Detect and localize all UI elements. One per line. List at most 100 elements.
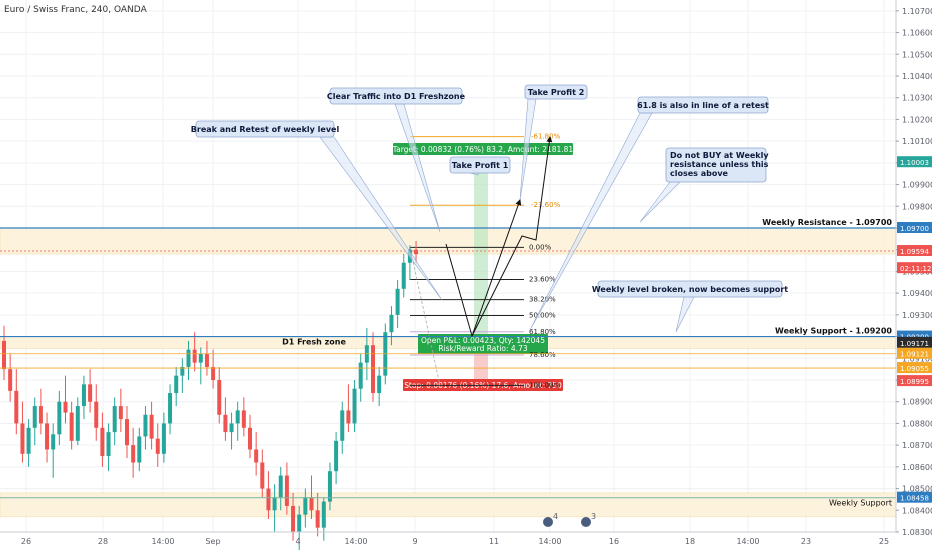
x-tick-label: 11	[489, 537, 499, 546]
callout-box[interactable]	[597, 280, 783, 298]
callout-text: Weekly level broken, now becomes support	[592, 285, 788, 294]
x-tick-label: Sep	[205, 537, 220, 546]
y-tick-label: 1.10400	[902, 72, 932, 81]
pnl-label: Open P&L: 0.00423, Qty: 142045	[421, 336, 545, 345]
level-label: Weekly Support - 1.09200	[775, 327, 892, 336]
price-badge-label: 1.10003	[900, 159, 929, 167]
candle-body	[100, 427, 105, 456]
candle-body	[229, 423, 234, 433]
callout-box[interactable]	[329, 87, 463, 105]
candle-body	[272, 497, 277, 511]
callout-box[interactable]	[665, 147, 767, 183]
callout-pointer	[394, 103, 441, 233]
candle-body	[63, 401, 68, 413]
callout-text: 61.8 is also in line of a retest	[637, 101, 769, 110]
candle-body	[38, 406, 43, 424]
target-area	[474, 162, 488, 343]
x-tick-label: 14:00	[344, 537, 367, 546]
chart-title: Euro / Swiss Franc, 240, OANDA	[4, 5, 148, 15]
fib-label: 50.00%	[529, 312, 556, 320]
price-badge	[897, 362, 932, 374]
price-badge	[897, 375, 932, 387]
candle-body	[334, 440, 339, 472]
candle-body	[352, 388, 357, 424]
candle-body	[155, 438, 160, 454]
price-badge	[897, 222, 932, 233]
candle-body	[401, 262, 406, 289]
y-tick-label: 1.10600	[902, 29, 932, 38]
event-marker-icon[interactable]	[543, 517, 553, 527]
candle-body	[161, 423, 166, 454]
candle-body	[94, 401, 99, 428]
callout-text: Take Profit 1	[452, 161, 509, 170]
x-tick-label: 25	[879, 537, 889, 546]
candle-body	[278, 475, 283, 498]
candle-body	[81, 384, 86, 407]
candle-body	[389, 314, 394, 333]
callouts[interactable]: Clear Traffic into D1 Freshzone Take Prof…	[191, 84, 789, 333]
y-tick-label: 1.08500	[902, 485, 932, 494]
candle-body	[26, 427, 31, 454]
candle-body	[211, 366, 216, 380]
candle-body	[340, 410, 345, 441]
pnl-label-bg	[418, 334, 548, 354]
horizontal-levels[interactable]: Weekly Resistance - 1.09700 Weekly Suppor…	[0, 218, 896, 508]
candle-body	[186, 349, 191, 367]
candle-body	[14, 390, 19, 424]
time-axis[interactable]: 26 28 14:00 Sep 4 14:00 9 11 14:00 16 18 14:00 23 25	[0, 531, 896, 546]
price-axis[interactable]: 1.10700 1.10600 1.10500 1.10400 1.10300 1.102…	[895, 0, 932, 550]
candle-body	[198, 353, 203, 363]
price-badge-label: 1.08995	[900, 378, 929, 386]
candle-body	[180, 366, 185, 376]
callout-text-line: resistance unless this	[670, 160, 769, 169]
candle-body	[149, 414, 154, 439]
candle-body	[106, 432, 111, 456]
candle-body	[2, 340, 6, 370]
callout-box[interactable]	[637, 96, 769, 114]
price-badge	[897, 156, 932, 168]
price-badge	[897, 330, 932, 342]
fib-trend-line	[409, 247, 441, 386]
price-badge-label: 1.09055	[900, 365, 929, 373]
fib-label: 61.80%	[529, 328, 556, 336]
x-tick-label: 9	[412, 537, 417, 546]
candle-body	[20, 423, 25, 454]
candle-body	[235, 410, 240, 424]
zone-rect	[0, 492, 897, 518]
candle-body	[32, 406, 37, 428]
event-marker-icon[interactable]	[581, 517, 591, 527]
y-tick-label: 1.08600	[902, 463, 932, 472]
y-tick-label: 1.09300	[902, 311, 932, 320]
fib-label: -61.80%	[531, 133, 561, 141]
candle-body	[291, 505, 296, 532]
callout-text: Take Profit 2	[528, 88, 585, 97]
callout-box[interactable]	[449, 156, 511, 174]
candle-body	[125, 419, 129, 446]
candle-body	[192, 349, 197, 363]
price-badge-label: 1.09171	[900, 340, 929, 348]
candle-body	[309, 497, 314, 511]
callout-pointer	[319, 136, 443, 301]
candle-body	[377, 375, 382, 394]
callout-text-line: closes above	[670, 169, 729, 178]
x-tick-label: 4	[295, 537, 300, 546]
candle-body	[315, 510, 320, 528]
price-badge	[897, 245, 932, 257]
x-tick-label: 16	[609, 537, 619, 546]
x-tick-label: 26	[21, 537, 31, 546]
candle-body	[414, 249, 419, 255]
callout-box[interactable]	[524, 84, 588, 100]
fib-label: 0.00%	[529, 243, 552, 251]
callout-box[interactable]	[195, 120, 335, 138]
candle-body	[143, 414, 148, 437]
candle-body	[241, 410, 246, 428]
fib-retracement[interactable]: -61.80% -23.60% 0.00% 23.60% 38.20% 50.00% 61.…	[409, 133, 561, 390]
candle-body	[297, 514, 302, 532]
fib-label: 23.60%	[529, 275, 556, 283]
fib-label: 100.00%	[529, 381, 560, 389]
y-tick-label: 1.09800	[902, 202, 932, 211]
candle-body	[248, 427, 252, 450]
callout-text: Break and Retest of weekly level	[191, 125, 340, 134]
candle-body	[327, 471, 332, 502]
